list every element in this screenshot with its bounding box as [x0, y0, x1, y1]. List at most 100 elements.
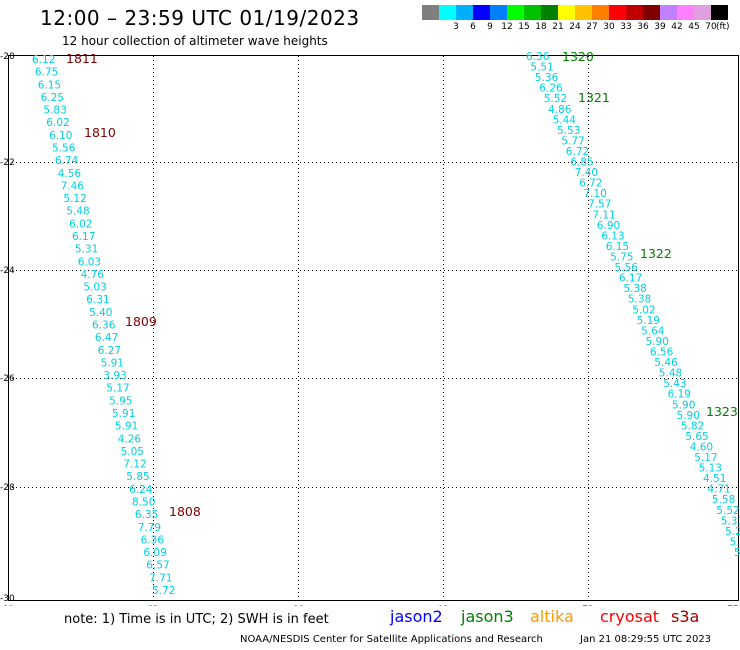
colorbar-label: 33 [620, 22, 632, 32]
wave-height-value: 6.12 [32, 54, 55, 66]
wave-height-value: 6.09 [143, 547, 166, 559]
page-title: 12:00 – 23:59 UTC 01/19/2023 [40, 6, 360, 30]
wave-height-value: 5.64 [641, 325, 665, 337]
wave-height-value: 7.71 [149, 572, 172, 584]
colorbar-label: 70 [705, 22, 717, 32]
colorbar-swatch [643, 5, 660, 20]
colorbar-swatch [626, 5, 643, 20]
colorbar-swatch [473, 5, 490, 20]
wave-height-value: 5.65 [685, 431, 708, 443]
wave-height-value: 5.58 [712, 494, 735, 506]
wave-height-value: 5.52 [544, 93, 567, 105]
pass-label: 1809 [125, 314, 157, 329]
wave-height-value: 5.12 [63, 193, 86, 205]
pass-label: 1321 [578, 90, 610, 105]
wave-height-value: 5.48 [659, 368, 682, 380]
colorbar-swatch [490, 5, 507, 20]
wave-height-value: 7.10 [584, 188, 607, 200]
wave-height-value: 6.03 [78, 256, 101, 268]
credit-text: NOAA/NESDIS Center for Satellite Applica… [240, 634, 543, 645]
wave-height-value: 5.05 [121, 446, 144, 458]
x-tick-label: 66 [292, 605, 304, 606]
wave-height-value: 5.17 [106, 383, 129, 395]
y-tick-label: -26 [0, 374, 15, 384]
colorbar-swatch [677, 5, 694, 20]
wave-height-value: 5.48 [66, 206, 89, 218]
satellite-name: jason3 [461, 607, 514, 626]
y-tick-label: -28 [0, 483, 15, 493]
wave-height-value: 7.57 [588, 199, 611, 211]
colorbar-swatch [439, 5, 456, 20]
wave-height-value: 6.25 [41, 92, 64, 104]
wave-height-value: 6.57 [146, 560, 169, 572]
track-right: 6.365.515.366.265.524.865.445.535.776.72… [526, 51, 740, 559]
colorbar-swatch [524, 5, 541, 20]
wave-height-value: 5.44 [553, 114, 577, 126]
wave-height-value: 5.77 [561, 135, 584, 147]
wave-height-value: 5.31 [721, 515, 740, 527]
colorbar-label: 39 [654, 22, 666, 32]
wave-height-value: 7.11 [592, 209, 615, 221]
colorbar-swatch [694, 5, 711, 20]
wave-height-value: 4.71 [707, 484, 730, 496]
y-tick-label: -20 [0, 52, 15, 62]
wave-height-value: 6.56 [650, 347, 674, 359]
satellite-name: altika [530, 607, 574, 626]
wave-height-value: 5.56 [52, 143, 76, 155]
wave-height-value: 6.15 [38, 79, 61, 91]
colorbar-swatch [609, 5, 626, 20]
wave-height-value: 5.91 [112, 408, 135, 420]
wave-height-value: 6.74 [55, 155, 79, 167]
colorbar-swatch [711, 5, 728, 20]
wave-height-value: 6.19 [668, 389, 691, 401]
satellite-name: s3a [671, 607, 700, 626]
colorbar-swatch [541, 5, 558, 20]
wave-height-value: 6.24 [129, 484, 153, 496]
colorbar-swatch [456, 5, 473, 20]
colorbar-swatch [592, 5, 609, 20]
wave-height-value: 6.47 [95, 332, 118, 344]
wave-height-value: 5.90 [672, 399, 695, 411]
colorbar-swatch [575, 5, 592, 20]
wave-height-value: 6.27 [98, 345, 121, 357]
colorbar-label: 27 [586, 22, 598, 32]
track-left: 6.126.756.156.255.836.026.105.566.744.56… [32, 54, 175, 597]
x-tick-label: 69 [437, 605, 449, 606]
colorbar-swatch [558, 5, 575, 20]
x-tick-label: 60 [2, 605, 14, 606]
colorbar-swatch [422, 5, 439, 20]
wave-height-value: 6.15 [606, 241, 629, 253]
colorbar-label: 36 [637, 22, 649, 32]
x-tick-label: 75 [727, 605, 738, 606]
wave-height-value: 5.36 [535, 72, 559, 84]
wave-height-value: 5.40 [89, 307, 112, 319]
wave-height-value: 5.51 [530, 62, 553, 74]
colorbar-label: 24 [569, 22, 581, 32]
wave-height-value: 4.51 [703, 473, 726, 485]
map-frame [8, 55, 739, 601]
pass-label: 1322 [640, 246, 672, 261]
wave-height-value: 6.85 [570, 157, 593, 169]
wave-height-value: 7.12 [123, 459, 146, 471]
page-subtitle: 12 hour collection of altimeter wave hei… [62, 34, 328, 48]
wave-height-value: 6.02 [46, 117, 69, 129]
wave-height-value: 6.31 [86, 294, 109, 306]
wave-height-value: 6.17 [72, 231, 95, 243]
pass-labels: 1811 1810 1809 1808 1320 1321 1322 1323 [66, 49, 738, 519]
wave-height-value: 5.95 [109, 395, 132, 407]
colorbar-label: 3 [453, 22, 459, 32]
wave-height-value: 5.85 [126, 471, 149, 483]
colorbar-label: 30 [603, 22, 615, 32]
wave-height-value: 5.91 [115, 421, 138, 433]
wave-height-value: 6.10 [49, 130, 72, 142]
wave-height-value: 5.46 [654, 357, 678, 369]
wave-height-value: 5.91 [101, 357, 124, 369]
wave-height-value: 5.56 [615, 262, 639, 274]
wave-height-map: 606366697275-20-22-24-26-28-30 6.126.756… [0, 49, 740, 606]
wave-height-value: 8.50 [132, 497, 155, 509]
wave-height-value: 7.46 [61, 180, 85, 192]
note-text: note: 1) Time is in UTC; 2) SWH is in fe… [64, 612, 329, 627]
wave-height-value: 5.19 [637, 315, 660, 327]
wave-height-value: 6.02 [69, 218, 92, 230]
wave-height-value: 5.5 [730, 536, 740, 548]
